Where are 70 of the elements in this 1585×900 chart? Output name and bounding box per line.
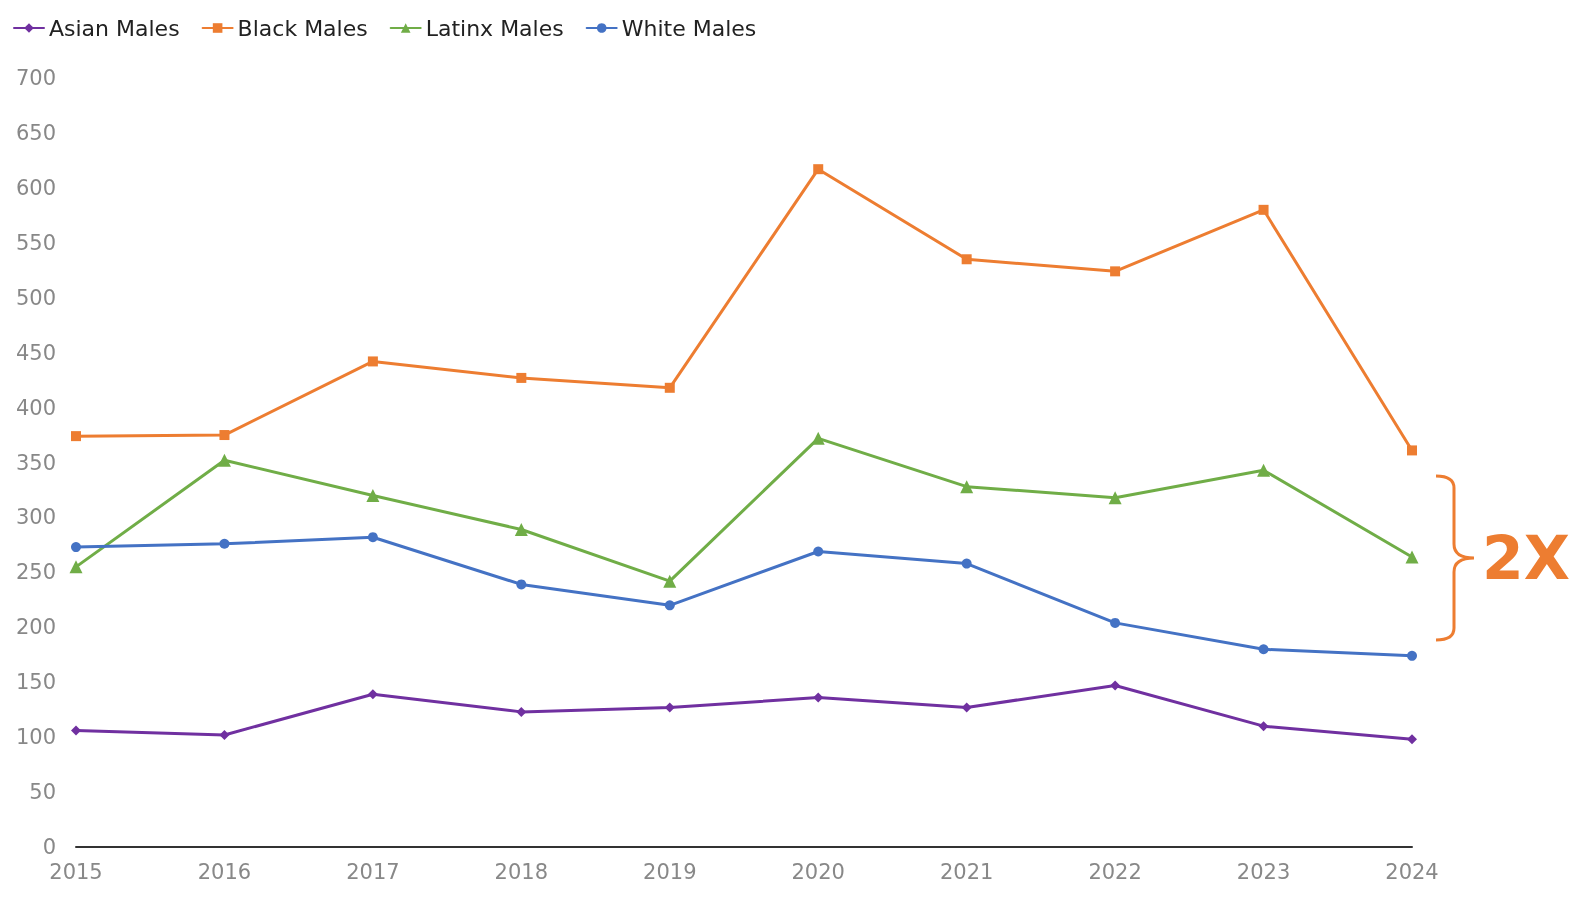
point <box>961 254 972 265</box>
point <box>69 560 83 574</box>
point <box>1407 650 1417 661</box>
y-tick-label: 300 <box>15 505 56 530</box>
x-tick-label: 2020 <box>791 859 845 884</box>
point <box>1407 734 1417 745</box>
y-tick-label: 700 <box>15 66 56 90</box>
point <box>664 702 675 713</box>
point <box>1110 266 1121 277</box>
y-tick-label: 250 <box>15 560 56 585</box>
point <box>516 706 527 717</box>
y-tick-label: 200 <box>15 615 56 640</box>
point <box>219 430 230 441</box>
point <box>1405 550 1419 564</box>
annotation: 2X <box>1482 523 1571 594</box>
point <box>1257 463 1271 477</box>
y-tick-label: 100 <box>15 725 56 750</box>
point <box>367 689 378 700</box>
y-tick-label: 150 <box>15 670 56 695</box>
y-tick-label: 500 <box>15 285 56 310</box>
point <box>219 729 230 740</box>
point <box>1110 680 1121 691</box>
x-tick-label: 2024 <box>1385 859 1439 884</box>
y-tick-label: 50 <box>29 780 56 805</box>
point <box>811 431 825 445</box>
point <box>514 523 528 537</box>
x-tick-label: 2015 <box>49 859 103 884</box>
point <box>217 453 231 467</box>
point <box>367 532 378 543</box>
legend-label: White Males <box>621 15 757 41</box>
point <box>71 725 81 736</box>
point <box>664 382 675 393</box>
x-tick-label: 2023 <box>1236 859 1291 884</box>
point <box>961 558 972 569</box>
y-tick-label: 450 <box>15 340 56 365</box>
point <box>71 542 81 553</box>
point <box>1110 617 1121 628</box>
legend-label: Asian Males <box>49 15 180 41</box>
x-tick-label: 2019 <box>643 859 697 884</box>
point <box>813 546 824 557</box>
x-tick-label: 2017 <box>346 859 400 884</box>
x-tick-label: 2021 <box>939 859 994 884</box>
y-tick-label: 550 <box>15 230 56 255</box>
point <box>961 702 972 713</box>
x-tick-label: 2016 <box>197 859 252 884</box>
point <box>813 692 824 703</box>
point <box>219 538 230 549</box>
y-tick-label: 0 <box>42 835 56 859</box>
point <box>960 480 974 494</box>
legend-label: Black Males <box>237 15 368 41</box>
legend-label: Latinx Males <box>425 15 564 41</box>
point <box>516 579 527 590</box>
point <box>1258 204 1269 215</box>
y-tick-label: 400 <box>15 395 56 420</box>
y-tick-label: 350 <box>15 450 56 475</box>
point <box>1108 491 1122 505</box>
point <box>1407 445 1417 456</box>
point <box>664 600 675 611</box>
point <box>1258 721 1269 732</box>
y-tick-label: 600 <box>15 175 56 200</box>
point <box>71 431 81 442</box>
point <box>516 372 527 383</box>
y-tick-label: 650 <box>15 120 56 145</box>
x-tick-label: 2018 <box>494 859 549 884</box>
point <box>1258 644 1269 655</box>
point <box>813 164 824 175</box>
point <box>367 356 378 367</box>
point <box>366 488 380 502</box>
point <box>663 574 677 588</box>
x-tick-label: 2022 <box>1088 859 1142 884</box>
